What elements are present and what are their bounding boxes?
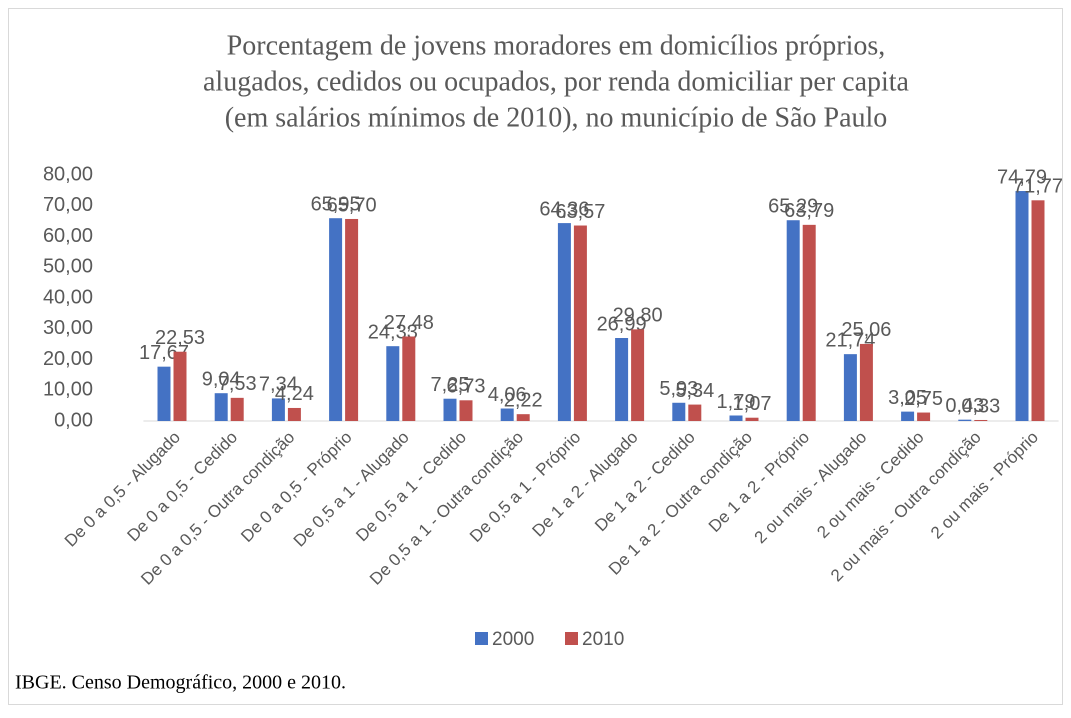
bar	[214, 393, 228, 421]
bar	[631, 329, 645, 421]
bar	[672, 402, 686, 421]
bar	[287, 407, 301, 421]
bar	[173, 351, 187, 421]
bar	[688, 404, 702, 421]
data-label: 65,29	[768, 196, 818, 218]
y-tick-label: 50,00	[43, 256, 93, 278]
bar	[573, 225, 587, 421]
data-label: 4,24	[275, 383, 314, 405]
y-tick-label: 40,00	[43, 286, 93, 308]
bar	[745, 417, 759, 421]
data-label: 29,80	[613, 305, 663, 327]
bar	[329, 218, 343, 421]
bar	[345, 218, 359, 421]
data-label: 2,75	[904, 388, 943, 410]
data-label: 65,95	[311, 193, 361, 215]
source-note: IBGE. Censo Demográfico, 2000 e 2010.	[15, 672, 346, 694]
y-tick-label: 0,00	[54, 409, 93, 431]
data-label: 7,53	[218, 373, 257, 395]
bar	[516, 414, 530, 421]
bar	[1015, 191, 1029, 421]
data-label: 0,33	[961, 395, 1000, 417]
data-label: 25,06	[841, 319, 891, 341]
title-line: alugados, cedidos ou ocupados, por renda…	[203, 66, 910, 97]
data-label: 27,48	[384, 312, 434, 334]
bar	[802, 224, 816, 421]
bar	[271, 398, 285, 421]
legend-swatch	[565, 632, 578, 645]
bar	[459, 400, 473, 421]
bar	[958, 419, 972, 421]
bar	[917, 412, 931, 421]
data-label: 22,53	[155, 327, 205, 349]
bar	[230, 397, 244, 421]
y-tick-label: 10,00	[43, 379, 93, 401]
data-label: 3,05	[888, 387, 927, 409]
data-label: 7,34	[259, 374, 298, 396]
title-line: (em salários mínimos de 2010), no municí…	[225, 102, 888, 133]
chart-title: Porcentagem de jovens moradores em domic…	[203, 30, 910, 133]
data-label: 71,77	[1013, 176, 1063, 198]
legend-swatch	[475, 632, 488, 645]
data-label: 5,93	[659, 378, 698, 400]
data-label: 5,34	[675, 380, 714, 402]
bar	[557, 223, 571, 421]
data-label: 1,79	[717, 391, 756, 413]
bar	[843, 354, 857, 421]
bar	[1031, 200, 1045, 421]
legend-label: 2010	[582, 629, 624, 650]
bar	[729, 415, 743, 421]
bar	[402, 336, 416, 421]
data-label: 64,36	[539, 198, 589, 220]
y-tick-label: 80,00	[43, 163, 93, 185]
data-label: 0,43	[945, 395, 984, 417]
data-label: 65,70	[327, 194, 377, 216]
bar	[443, 398, 457, 421]
data-label: 9,04	[202, 368, 241, 390]
legend-label: 2000	[492, 629, 534, 650]
data-label: 74,79	[997, 166, 1047, 188]
bar	[859, 343, 873, 421]
y-tick-label: 30,00	[43, 317, 93, 339]
data-label: 63,79	[784, 200, 834, 222]
data-label: 63,57	[555, 201, 605, 223]
bar	[901, 411, 915, 421]
bar	[974, 419, 988, 421]
y-tick-label: 20,00	[43, 348, 93, 370]
bar	[386, 346, 400, 421]
y-tick-label: 70,00	[43, 194, 93, 216]
data-label: 1,07	[733, 393, 772, 415]
bar	[500, 408, 514, 421]
data-label: 2,22	[504, 389, 543, 411]
data-label: 6,73	[447, 376, 486, 398]
bar	[786, 220, 800, 421]
y-tick-label: 60,00	[43, 225, 93, 247]
bar	[615, 338, 629, 421]
bar	[157, 366, 171, 421]
data-label: 4,06	[488, 384, 527, 406]
title-line: Porcentagem de jovens moradores em domic…	[227, 30, 886, 61]
data-label: 7,25	[431, 374, 470, 396]
